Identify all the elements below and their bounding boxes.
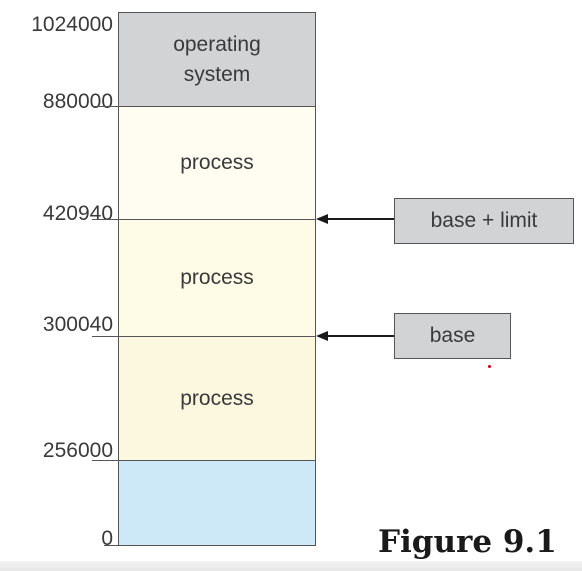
os-label-line1: operating (173, 32, 261, 56)
memory-block-process-2: process (118, 219, 316, 337)
base-plus-limit-label: base + limit (430, 209, 538, 232)
figure-caption: Figure 9.1 (378, 524, 557, 560)
address-tick-256000 (92, 460, 118, 461)
address-label-880000: 880000 (42, 90, 113, 113)
stray-dot (488, 365, 491, 368)
process-1-label: process (180, 151, 254, 174)
address-label-300040: 300040 (42, 313, 113, 336)
limit-arrow (316, 214, 395, 224)
bottom-edge-bar (0, 561, 582, 571)
address-tick-420940 (92, 219, 118, 220)
memory-block-process-3: process (118, 336, 316, 461)
memory-block-free (118, 460, 316, 546)
os-label-line2: system (183, 62, 251, 86)
address-tick-300040 (92, 336, 118, 337)
base-arrow (316, 331, 395, 341)
memory-block-operating-system: operating system (118, 12, 316, 107)
address-label-256000: 256000 (42, 439, 113, 462)
process-3-label: process (180, 386, 254, 410)
address-label-1024000: 1024000 (31, 13, 113, 36)
address-label-0: 0 (101, 527, 113, 550)
base-register: base (394, 313, 511, 359)
address-tick-880000 (92, 106, 118, 107)
process-2-label: process (180, 266, 254, 289)
base-label: base (429, 324, 476, 347)
address-tick-0 (104, 545, 118, 546)
base-plus-limit-register: base + limit (394, 198, 574, 244)
